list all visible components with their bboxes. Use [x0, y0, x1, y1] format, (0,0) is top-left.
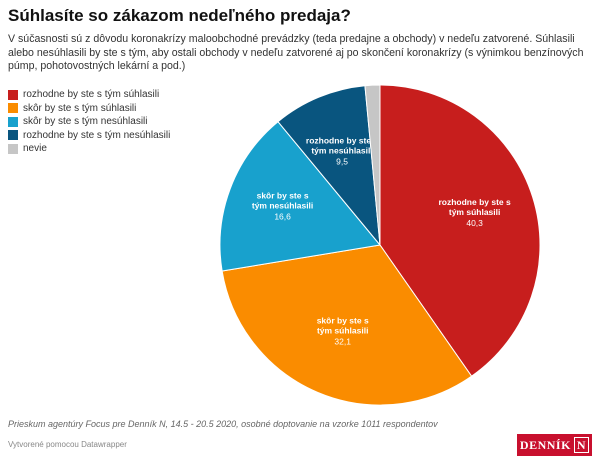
- slice-value-label: 16,6: [274, 212, 291, 222]
- slice-value-label: 40,3: [466, 218, 483, 228]
- pie-slice: [221, 244, 473, 406]
- chart-description: V súčasnosti sú z dôvodu koronakrízy mal…: [8, 33, 584, 72]
- legend-swatch: [8, 103, 18, 114]
- slice-label: tým súhlasili: [449, 207, 501, 217]
- pie-slice: [277, 85, 381, 247]
- legend-swatch: [8, 116, 18, 127]
- legend-item: nevie: [8, 142, 170, 156]
- legend-label: nevie: [23, 143, 47, 155]
- legend-item: skôr by ste s tým súhlasili: [8, 102, 170, 116]
- slice-value-label: 9,5: [336, 156, 348, 166]
- legend-label: skôr by ste s tým súhlasili: [23, 102, 137, 114]
- legend-item: rozhodne by ste s tým nesúhlasili: [8, 129, 170, 143]
- legend-swatch: [8, 143, 18, 154]
- chart-title: Súhlasíte so zákazom nedeľného predaja?: [8, 6, 351, 25]
- legend-label: rozhodne by ste s tým súhlasili: [23, 89, 160, 101]
- legend: rozhodne by ste s tým súhlasili skôr by s…: [8, 88, 170, 156]
- slice-label: skôr by ste s: [317, 315, 369, 325]
- slice-label: tým nesúhlasili: [311, 145, 372, 155]
- legend-swatch: [8, 89, 18, 100]
- credit-note: Vytvorené pomocou Datawrapper: [8, 440, 127, 449]
- slice-label: tým súhlasili: [317, 325, 369, 335]
- legend-label: skôr by ste s tým nesúhlasili: [23, 116, 148, 128]
- pie-slice: [219, 121, 381, 272]
- slice-value-label: 32,1: [334, 336, 351, 346]
- legend-label: rozhodne by ste s tým nesúhlasili: [23, 129, 171, 141]
- slice-label: rozhodne by ste s: [438, 197, 511, 207]
- slice-label: rozhodne by ste s: [306, 135, 379, 145]
- source-note: Prieskum agentúry Focus pre Denník N, 14…: [8, 419, 438, 429]
- dennik-n-logo: DENNÍK N: [517, 434, 592, 456]
- legend-swatch: [8, 130, 18, 141]
- slice-label: tým nesúhlasili: [252, 201, 313, 211]
- legend-item: rozhodne by ste s tým súhlasili: [8, 88, 170, 102]
- pie-slice: [379, 84, 541, 377]
- pie-slice: [364, 84, 381, 246]
- slice-label: skôr by ste s: [257, 191, 309, 201]
- legend-item: skôr by ste s tým nesúhlasili: [8, 115, 170, 129]
